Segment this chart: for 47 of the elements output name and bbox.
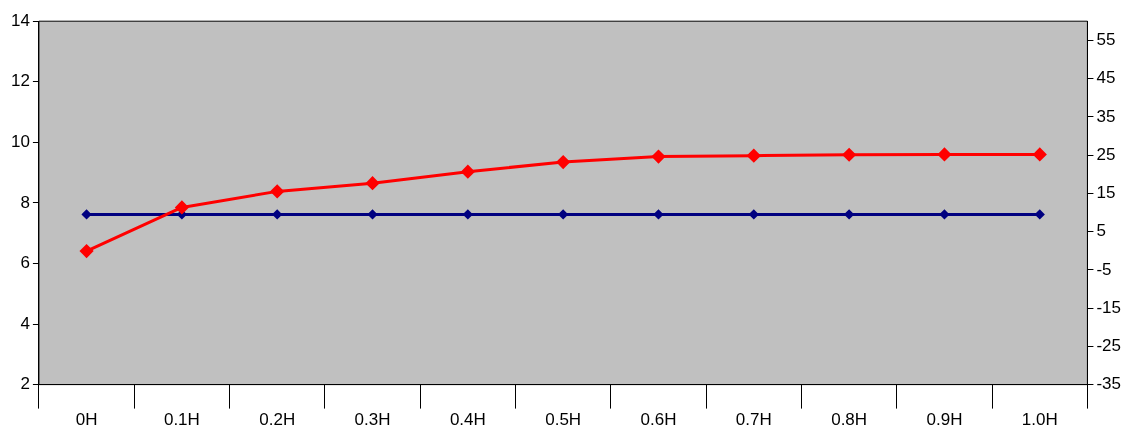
point [80, 244, 94, 258]
y2-tick-label: 55 [1096, 30, 1116, 50]
point [556, 155, 570, 169]
point [558, 209, 568, 219]
x-tick-label: 0.9H [926, 410, 963, 430]
y-tick-label: 4 [20, 313, 30, 333]
point [463, 209, 473, 219]
y2-tick-label: 15 [1096, 183, 1116, 203]
y-tick-label: 12 [10, 71, 30, 91]
x-tick-label: 0.7H [735, 410, 772, 430]
y2-tick-label: -25 [1096, 336, 1122, 356]
point [937, 147, 951, 161]
point [747, 149, 761, 163]
point [844, 209, 854, 219]
x-tick-label: 0.1H [163, 410, 200, 430]
y-tick-label: 6 [20, 253, 30, 273]
x-tick-label: 0.8H [831, 410, 868, 430]
y2-tick-label: -15 [1096, 297, 1122, 317]
point [272, 209, 282, 219]
x-tick-label: 0.2H [259, 410, 296, 430]
point [461, 165, 475, 179]
point [939, 209, 949, 219]
y-tick-label: 2 [20, 374, 30, 394]
x-tick-label: 0.3H [354, 410, 391, 430]
y-tick-label: 14 [10, 10, 30, 30]
point [366, 176, 380, 190]
x-tick-label: 1.0H [1021, 410, 1058, 430]
y2-tick-label: 5 [1096, 221, 1106, 241]
x-tick-label: 0.5H [545, 410, 582, 430]
point [1035, 209, 1045, 219]
y2-tick-label: 25 [1096, 144, 1116, 164]
point [651, 150, 665, 164]
y2-tick-label: -5 [1096, 259, 1112, 279]
point [1033, 147, 1047, 161]
y2-tick-label: 45 [1096, 68, 1116, 88]
y-tick-label: 8 [20, 192, 30, 212]
point [175, 200, 189, 214]
y2-tick-label: -35 [1096, 374, 1122, 394]
y2-tick-label: 35 [1096, 106, 1116, 126]
x-tick-label: 0H [75, 410, 98, 430]
point [653, 209, 663, 219]
y-tick-label: 10 [10, 132, 30, 152]
point [749, 209, 759, 219]
point [270, 184, 284, 198]
x-tick-label: 0.4H [449, 410, 486, 430]
x-tick-label: 0.6H [640, 410, 677, 430]
point [842, 148, 856, 162]
